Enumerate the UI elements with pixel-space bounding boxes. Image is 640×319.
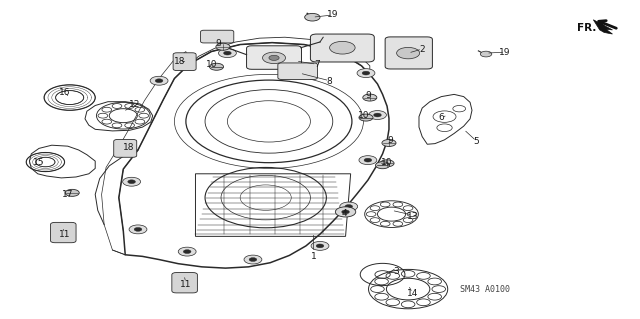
Circle shape bbox=[340, 202, 358, 211]
FancyBboxPatch shape bbox=[385, 37, 433, 69]
FancyBboxPatch shape bbox=[114, 139, 137, 157]
Circle shape bbox=[382, 139, 396, 146]
Circle shape bbox=[183, 250, 191, 254]
Text: 6: 6 bbox=[438, 113, 444, 122]
FancyBboxPatch shape bbox=[310, 34, 374, 62]
Circle shape bbox=[305, 13, 320, 21]
Text: SM43 A0100: SM43 A0100 bbox=[461, 285, 511, 293]
Text: 19: 19 bbox=[499, 48, 511, 57]
Circle shape bbox=[129, 225, 147, 234]
Circle shape bbox=[364, 158, 372, 162]
Text: 16: 16 bbox=[59, 88, 70, 97]
Text: 10: 10 bbox=[205, 60, 217, 69]
Text: 1: 1 bbox=[311, 252, 317, 261]
Circle shape bbox=[128, 180, 136, 184]
Circle shape bbox=[480, 51, 492, 57]
Circle shape bbox=[342, 210, 349, 214]
FancyBboxPatch shape bbox=[200, 30, 234, 43]
Circle shape bbox=[357, 69, 375, 78]
Circle shape bbox=[362, 71, 370, 75]
Circle shape bbox=[150, 76, 168, 85]
Text: 7: 7 bbox=[314, 60, 320, 69]
FancyBboxPatch shape bbox=[278, 63, 317, 79]
Text: 19: 19 bbox=[327, 11, 339, 19]
Circle shape bbox=[178, 247, 196, 256]
Text: 5: 5 bbox=[474, 137, 479, 145]
Circle shape bbox=[249, 258, 257, 262]
Circle shape bbox=[369, 111, 387, 120]
Circle shape bbox=[397, 48, 420, 59]
Text: 17: 17 bbox=[62, 190, 74, 199]
Circle shape bbox=[376, 162, 390, 169]
Text: 10: 10 bbox=[358, 111, 369, 120]
Circle shape bbox=[316, 244, 324, 248]
Text: 14: 14 bbox=[407, 289, 419, 298]
FancyBboxPatch shape bbox=[246, 46, 301, 69]
Text: 9: 9 bbox=[215, 39, 221, 48]
Circle shape bbox=[374, 113, 381, 117]
Polygon shape bbox=[593, 20, 612, 34]
Text: 18: 18 bbox=[123, 143, 134, 152]
Circle shape bbox=[380, 160, 394, 167]
Circle shape bbox=[335, 207, 356, 217]
Circle shape bbox=[223, 51, 231, 55]
Circle shape bbox=[330, 41, 355, 54]
Circle shape bbox=[316, 50, 324, 53]
Circle shape bbox=[218, 49, 236, 57]
Text: FR.: FR. bbox=[577, 23, 596, 33]
Circle shape bbox=[209, 63, 223, 70]
Circle shape bbox=[359, 156, 377, 165]
Circle shape bbox=[65, 189, 79, 196]
Text: 4: 4 bbox=[342, 209, 347, 218]
Text: 10: 10 bbox=[381, 158, 393, 167]
Circle shape bbox=[363, 94, 377, 101]
FancyBboxPatch shape bbox=[173, 53, 196, 70]
Text: 11: 11 bbox=[180, 279, 191, 288]
Circle shape bbox=[262, 52, 285, 63]
Circle shape bbox=[216, 43, 230, 50]
Circle shape bbox=[156, 79, 163, 83]
Text: 9: 9 bbox=[365, 92, 371, 100]
Circle shape bbox=[123, 177, 141, 186]
Text: 18: 18 bbox=[173, 57, 185, 66]
Text: 13: 13 bbox=[407, 211, 419, 220]
Circle shape bbox=[244, 255, 262, 264]
Text: 2: 2 bbox=[419, 45, 425, 55]
Text: 15: 15 bbox=[33, 158, 45, 167]
Text: 12: 12 bbox=[129, 100, 141, 109]
Circle shape bbox=[345, 204, 353, 208]
Circle shape bbox=[359, 114, 373, 121]
Circle shape bbox=[311, 241, 329, 250]
Circle shape bbox=[311, 47, 329, 56]
FancyBboxPatch shape bbox=[172, 272, 197, 293]
Text: 8: 8 bbox=[326, 77, 332, 86]
Text: 11: 11 bbox=[59, 230, 70, 239]
Text: 9: 9 bbox=[387, 136, 393, 145]
FancyBboxPatch shape bbox=[51, 222, 76, 243]
Circle shape bbox=[134, 227, 142, 231]
Text: 3: 3 bbox=[394, 267, 399, 276]
Circle shape bbox=[269, 55, 279, 60]
